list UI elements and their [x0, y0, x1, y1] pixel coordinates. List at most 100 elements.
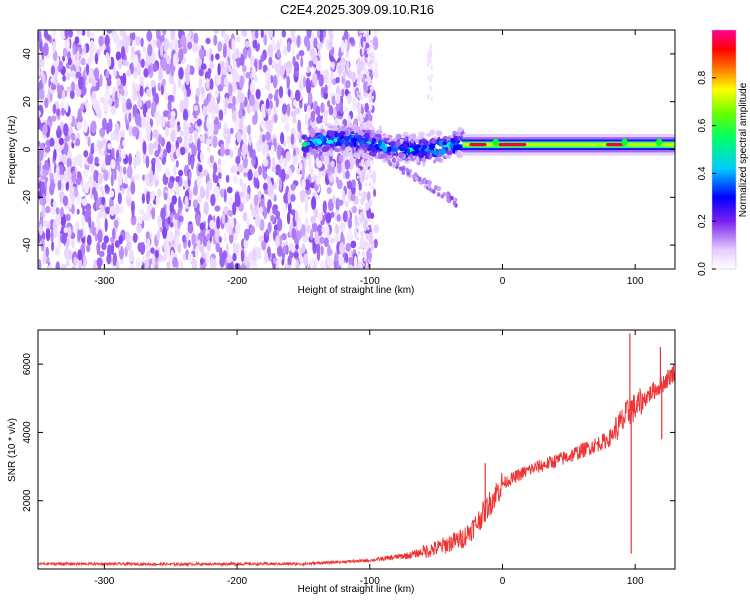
noise-cell [126, 241, 132, 251]
noise-cell [200, 63, 207, 71]
noise-fringe-cell [356, 91, 359, 95]
noise-cell [373, 224, 380, 234]
noise-cell [301, 243, 306, 254]
noise-cell [200, 257, 204, 265]
noise-cell [163, 110, 169, 118]
noise-cell [227, 209, 232, 216]
noise-fringe-cell [359, 77, 362, 81]
noise-cell [187, 223, 194, 234]
noise-fringe-cell [357, 186, 359, 190]
noise-cell [230, 166, 236, 173]
noise-cell [97, 229, 103, 243]
scintillation-cell [429, 129, 436, 136]
noise-cell [148, 203, 153, 211]
noise-cell [130, 46, 136, 56]
noise-cell [275, 164, 281, 172]
colorbar-tick-label: 0.4 [697, 166, 708, 180]
x-tick-label: 0 [500, 576, 506, 587]
noise-cell [117, 192, 122, 205]
noise-cell [108, 118, 113, 132]
noise-cell [128, 249, 134, 263]
noise-cell [168, 255, 173, 263]
noise-fringe-cell [357, 264, 360, 268]
noise-cell [276, 49, 281, 59]
noise-cell [85, 102, 90, 112]
noise-cell [268, 93, 273, 100]
scintillation-cell [303, 150, 307, 158]
noise-cell [68, 203, 72, 210]
noise-cell [206, 233, 211, 241]
noise-cell [278, 86, 284, 98]
scintillation-cell [399, 147, 406, 152]
noise-cell [270, 144, 275, 155]
noise-fringe-cell [366, 57, 369, 61]
noise-cell [225, 59, 229, 69]
noise-fringe-cell [366, 245, 369, 249]
noise-cell [90, 39, 94, 54]
noise-cell [136, 224, 143, 234]
noise-cell [316, 115, 321, 124]
noise-cell [46, 34, 51, 41]
noise-cell [65, 213, 71, 222]
noise-cell [198, 48, 204, 60]
noise-cell [161, 57, 168, 71]
noise-cell [308, 60, 313, 68]
noise-cell [224, 34, 229, 44]
noise-cell [267, 107, 272, 116]
noise-cell [50, 76, 55, 83]
noise-cell [122, 72, 127, 87]
noise-cell [267, 132, 271, 142]
noise-cell [319, 236, 325, 244]
noise-cell [52, 41, 56, 54]
noise-cell [342, 106, 349, 113]
noise-cell [110, 173, 114, 187]
noise-cell [80, 57, 86, 66]
noise-cell [140, 37, 144, 48]
noise-cell [232, 69, 239, 84]
noise-cell [157, 188, 162, 198]
scintillation-cell [345, 146, 352, 152]
noise-cell [228, 83, 233, 97]
scintillation-cell [335, 145, 341, 149]
noise-cell [82, 254, 87, 269]
noise-cell [329, 237, 335, 244]
tail-cell [436, 192, 441, 197]
scintillation-cell [434, 151, 440, 156]
noise-cell [128, 112, 132, 123]
noise-cell [295, 259, 300, 269]
noise-cell [249, 225, 255, 235]
noise-cell [58, 191, 65, 200]
noise-cell [225, 96, 229, 108]
noise-cell [286, 103, 291, 117]
noise-cell [224, 92, 230, 100]
noise-cell [99, 74, 103, 87]
noise-fringe-cell [362, 159, 364, 163]
noise-cell [146, 211, 151, 221]
noise-cell [142, 174, 146, 181]
noise-cell [118, 87, 124, 95]
noise-cell [237, 163, 244, 173]
noise-cell [327, 244, 331, 257]
noise-fringe-cell [361, 181, 364, 185]
noise-cell [133, 174, 140, 182]
noise-cell [340, 213, 344, 223]
noise-cell [112, 227, 116, 240]
noise-cell [52, 103, 57, 115]
noise-cell [169, 115, 176, 129]
noise-fringe-cell [363, 33, 365, 37]
noise-cell [193, 110, 197, 119]
noise-cell [184, 127, 190, 137]
noise-cell [155, 171, 159, 182]
noise-cell [234, 194, 241, 207]
noise-cell [98, 35, 104, 47]
noise-cell [131, 32, 136, 41]
noise-cell [227, 65, 232, 73]
noise-cell [342, 70, 347, 79]
noise-fringe-cell [361, 58, 363, 62]
tail-cell [414, 176, 419, 181]
noise-cell [99, 127, 106, 137]
y-tick-label: 4000 [22, 421, 33, 444]
scintillation-cell [410, 138, 415, 144]
noise-fringe-cell [366, 70, 369, 74]
noise-cell [354, 214, 358, 227]
